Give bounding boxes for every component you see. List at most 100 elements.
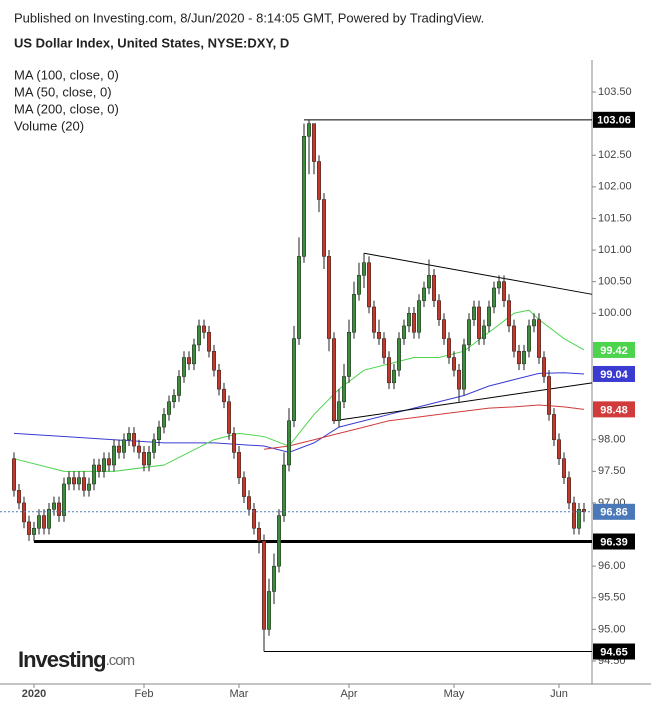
candle-body (482, 325, 486, 339)
candle-body (567, 477, 571, 504)
candle-body (87, 483, 91, 491)
candle-body (357, 275, 361, 295)
price-label: 94.65 (600, 646, 628, 658)
candle-body (17, 490, 21, 504)
candle-body (52, 502, 56, 510)
candle-body (547, 376, 551, 415)
price-label: 99.04 (600, 369, 628, 381)
candle-body (507, 300, 511, 327)
y-tick-label: 96.00 (598, 560, 626, 572)
candle-body (12, 458, 16, 491)
candle-body (47, 509, 51, 529)
candle-body (102, 458, 106, 472)
candle-body (72, 477, 76, 485)
candle-body (132, 433, 136, 447)
legend-entry: MA (100, close, 0) (14, 67, 119, 82)
header: Published on Investing.com, 8/Jun/2020 -… (14, 10, 484, 25)
candle-body (417, 300, 421, 333)
candle-body (497, 281, 501, 289)
y-tick-label: 100.50 (598, 276, 632, 288)
candle-body (452, 357, 456, 371)
candle-body (22, 502, 26, 523)
candle-body (92, 464, 96, 485)
candle-body (317, 161, 321, 200)
price-label-box (593, 365, 635, 382)
candle-body (517, 350, 521, 365)
candle-body (67, 477, 71, 485)
candle-body (502, 281, 506, 301)
candle-body (537, 319, 541, 358)
candle-body (137, 445, 141, 453)
y-tick-label: 98.00 (598, 434, 626, 446)
candle-body (477, 306, 481, 339)
candle-body (472, 306, 476, 320)
candle-body (272, 565, 276, 592)
candle-body (277, 515, 281, 567)
candle-body (312, 123, 316, 162)
candle-body (432, 275, 436, 301)
candle-body (532, 319, 536, 327)
chart-title: US Dollar Index, United States, NYSE:DXY… (14, 35, 289, 50)
candle-body (327, 256, 331, 339)
y-tick-label: 100.00 (598, 307, 632, 319)
candle-body (332, 338, 336, 422)
legend-entry: MA (50, close, 0) (14, 84, 112, 99)
candle-body (292, 338, 296, 422)
candle-body (247, 496, 251, 510)
price-label: 98.48 (600, 404, 628, 416)
candle-body (542, 357, 546, 377)
candle-body (577, 509, 581, 529)
logo-main: Investing (18, 647, 106, 672)
candle-body (552, 414, 556, 440)
y-tick-label: 102.00 (598, 181, 632, 193)
trendline (363, 252, 593, 295)
candle-body (437, 300, 441, 320)
x-tick-label: May (444, 688, 465, 700)
candle-body (147, 452, 151, 466)
candle-body (207, 331, 211, 352)
price-label: 103.06 (597, 115, 631, 127)
candle-body (557, 439, 561, 459)
candle-body (177, 376, 181, 396)
candle-body (302, 136, 306, 257)
candle-body (42, 515, 46, 529)
candle-body (252, 509, 256, 529)
candle-body (367, 262, 371, 308)
candle-body (182, 357, 186, 377)
candle-body (32, 527, 36, 535)
candle-body (347, 331, 351, 377)
candle-body (57, 502, 61, 516)
logo: Investing.com (18, 647, 135, 672)
y-tick-label: 103.50 (598, 86, 632, 98)
x-tick-label: Mar (230, 688, 249, 700)
candle-body (117, 445, 121, 453)
candle-body (492, 287, 496, 308)
price-label-box (593, 533, 635, 550)
candle-body (522, 350, 526, 365)
candle-body (122, 439, 126, 453)
price-label-box (593, 401, 635, 418)
candle-body (112, 445, 116, 466)
candle-body (242, 477, 246, 497)
candle-body (402, 325, 406, 339)
ma-line (13, 372, 585, 453)
candle-body (307, 123, 311, 137)
price-label-box (593, 341, 635, 358)
candle-body (427, 275, 431, 289)
candle-body (342, 376, 346, 403)
candle-body (167, 401, 171, 415)
candle-body (212, 350, 216, 371)
price-label: 99.42 (600, 345, 628, 357)
candle-body (397, 338, 401, 371)
candle-body (562, 458, 566, 478)
candle-body (152, 439, 156, 453)
candle-body (162, 414, 166, 428)
ma-line (263, 404, 585, 450)
y-tick-label: 97.50 (598, 465, 626, 477)
logo-suffix: .com (106, 652, 135, 669)
candle-body (232, 433, 236, 453)
candle-body (82, 477, 86, 491)
candle-body (527, 325, 531, 352)
candle-body (187, 357, 191, 365)
candle-body (172, 395, 176, 403)
